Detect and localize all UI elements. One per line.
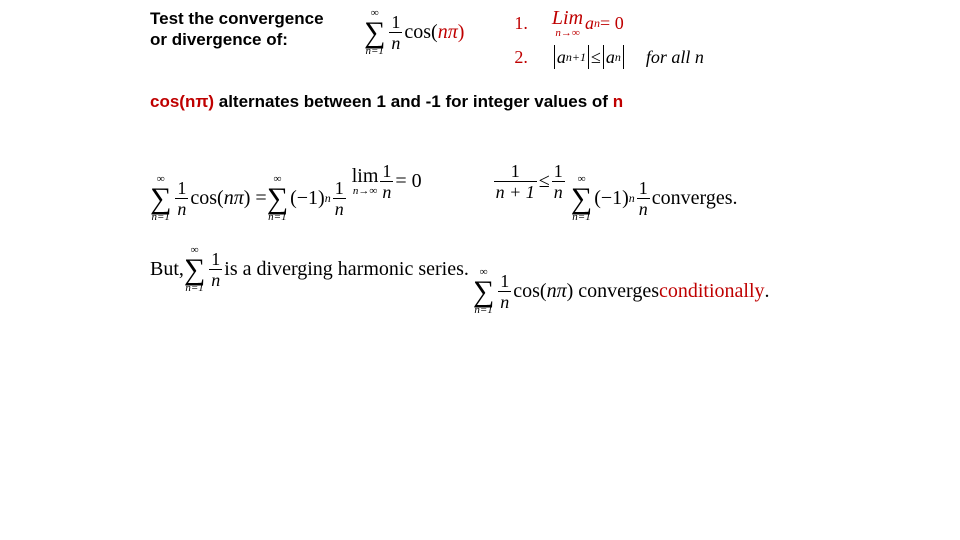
eq2-lim: lim <box>352 166 379 186</box>
eq1b-neg1: (−1) <box>290 187 325 210</box>
cos-arg: nπ <box>438 21 458 44</box>
eq4-tail: is a diverging harmonic series. <box>224 258 469 281</box>
abs-right: an <box>601 45 626 69</box>
eq1: ∞ ∑ n=1 1 n cos(nπ) = ∞ ∑ n=1 (−1)n 1 n <box>150 174 348 223</box>
eq4-den: n <box>209 271 222 289</box>
sigma-icon: ∑ <box>150 185 171 212</box>
eq1-cos-arg: nπ <box>224 187 244 210</box>
eq5-period: . <box>765 280 770 303</box>
eq1b-exp: n <box>325 191 331 206</box>
eq2b-rden: n <box>552 183 565 201</box>
cond1-a: a <box>585 13 594 34</box>
eq3-tail: converges. <box>652 187 738 210</box>
eq5-lower: n=1 <box>474 305 492 316</box>
sigma-icon: ∑ <box>267 185 288 212</box>
eq1-num: 1 <box>175 179 188 197</box>
cond2-op: ≤ <box>591 47 601 68</box>
eq4-lower: n=1 <box>185 283 203 294</box>
eq5-cond: conditionally <box>659 280 765 303</box>
sigma-icon: ∑ <box>184 256 205 283</box>
prompt-text: Test the convergence or divergence of: <box>150 8 360 51</box>
eq3-exp: n <box>629 191 635 206</box>
eq5-num: 1 <box>498 272 511 290</box>
eq5-cos-open: cos( <box>513 280 546 303</box>
eq3: ∞ ∑ n=1 (−1)n 1 n converges. <box>571 174 738 223</box>
prompt-line1: Test the convergence <box>150 9 324 28</box>
eq5-den: n <box>498 293 511 311</box>
eq2-num: 1 <box>380 162 393 180</box>
eq2: lim n→∞ 1 n = 0 1 n + 1 ≤ 1 n <box>352 162 567 201</box>
eq2-den: n <box>380 183 393 201</box>
eq4: But, ∞ ∑ n=1 1 n is a diverging harmonic… <box>150 245 469 294</box>
eq1-cos-close: ) = <box>244 187 267 210</box>
eq3-den: n <box>637 200 650 218</box>
eq2b-lden: n + 1 <box>494 183 537 201</box>
cond2-rhs-sub: n <box>615 50 621 65</box>
eq2-lim-sub: n→∞ <box>353 186 377 197</box>
prompt-line2: or divergence of: <box>150 30 288 49</box>
eq5: ∞ ∑ n=1 1 n cos(nπ) converges conditiona… <box>473 267 770 316</box>
abs-left: an+1 <box>552 45 591 69</box>
frac-num: 1 <box>389 13 402 31</box>
eq1b-den: n <box>333 200 346 218</box>
cos-open: cos( <box>404 21 437 44</box>
sigma-icon: ∑ <box>364 19 385 46</box>
note-cos: cos(nπ) <box>150 92 214 111</box>
cond1-lim: Lim <box>552 8 583 28</box>
note-line: cos(nπ) alternates between 1 and -1 for … <box>150 92 623 112</box>
eq4-pre: But, <box>150 258 184 281</box>
eq1-lower: n=1 <box>151 212 169 223</box>
conditions: 1. Lim n→∞ an = 0 2. an+1 ≤ an for all n <box>514 8 704 69</box>
eq2b-op: ≤ <box>539 170 550 193</box>
note-mid: alternates between 1 and -1 for integer … <box>214 92 613 111</box>
sigma-icon: ∑ <box>571 185 592 212</box>
cond2-rhs-a: a <box>606 47 615 68</box>
sigma-icon: ∑ <box>473 278 494 305</box>
eq4-num: 1 <box>209 250 222 268</box>
sum-lower: n=1 <box>365 46 383 57</box>
cond2-lhs-sub: n+1 <box>566 50 586 65</box>
eq3-neg1: (−1) <box>594 187 629 210</box>
eq5-cos-close: ) converges <box>567 280 659 303</box>
eq1b-num: 1 <box>333 179 346 197</box>
eq1-den: n <box>175 200 188 218</box>
eq3-num: 1 <box>637 179 650 197</box>
header-series: ∞ ∑ n=1 1 n cos(nπ) <box>364 8 464 57</box>
cond2-tail: for all n <box>646 47 704 68</box>
frac-den: n <box>389 34 402 52</box>
eq2b-rnum: 1 <box>552 162 565 180</box>
eq5-cos-arg: nπ <box>547 280 567 303</box>
eq1-cos-open: cos( <box>190 187 223 210</box>
cond1-eq: = 0 <box>600 13 624 34</box>
cos-close: ) <box>458 21 465 44</box>
note-n: n <box>613 92 623 111</box>
cond-label-1: 1. <box>514 13 528 34</box>
eq1b-lower: n=1 <box>268 212 286 223</box>
cond-label-2: 2. <box>514 47 528 68</box>
eq3-lower: n=1 <box>572 212 590 223</box>
eq2-rhs: = 0 <box>395 170 421 193</box>
cond2-lhs-a: a <box>557 47 566 68</box>
cond1-lim-sub: n→∞ <box>555 28 579 39</box>
eq2b-lnum: 1 <box>509 162 522 180</box>
